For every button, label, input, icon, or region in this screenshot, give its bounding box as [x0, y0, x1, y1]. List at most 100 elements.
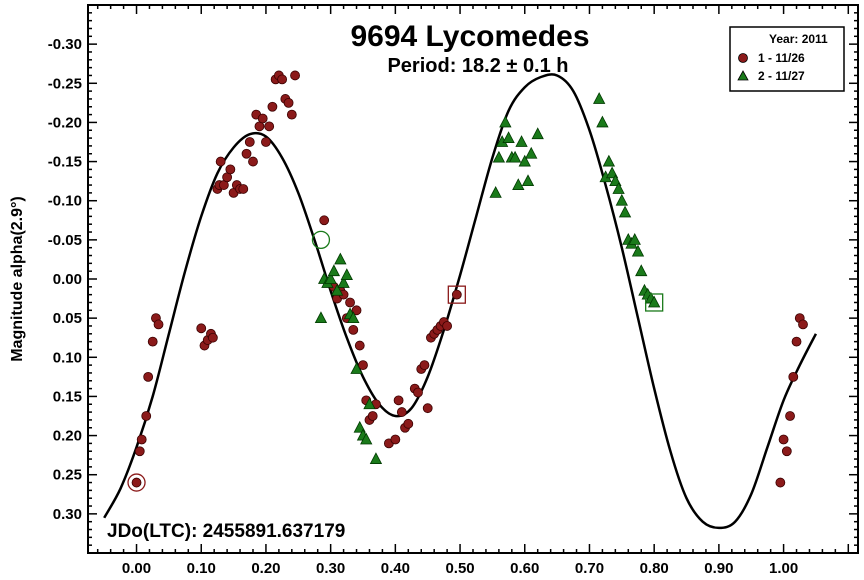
data-point-circle [131, 477, 142, 488]
data-point-triangle [531, 127, 544, 140]
data-point-circle [143, 371, 154, 382]
data-point-circle [358, 360, 368, 371]
y-tick-label: 0.10 [53, 349, 82, 366]
data-point-circle [196, 323, 207, 334]
axis-ticks [88, 4, 858, 554]
data-point-triangle [350, 362, 363, 374]
legend-marker-circle [738, 53, 748, 63]
data-point-circle [261, 137, 271, 147]
epoch-annotation: JDo(LTC): 2455891.637179 [107, 521, 345, 542]
x-tick-label: 0.80 [640, 560, 669, 577]
highlight-circle [311, 230, 331, 250]
data-point-triangle [327, 264, 341, 277]
legend-title: Year: 2011 [769, 32, 828, 46]
data-point-circle [413, 387, 423, 398]
data-point-circle [348, 324, 359, 335]
y-tick-label: 0.15 [53, 388, 82, 405]
y-tick-label: 0.05 [53, 310, 82, 327]
data-point-circle [367, 411, 378, 421]
data-point-triangle [612, 182, 625, 194]
data-point-triangle [337, 276, 350, 288]
highlight-square [645, 293, 664, 312]
data-point-triangle [618, 205, 632, 218]
data-point-circle [267, 101, 278, 112]
x-tick-label: 0.10 [187, 560, 216, 577]
data-point-circle [442, 321, 453, 331]
data-point-triangle [502, 131, 515, 143]
data-point-circle [277, 74, 288, 85]
highlighted-points [127, 230, 664, 492]
data-point-triangle [492, 150, 506, 163]
data-point-triangle [593, 92, 606, 104]
data-point-triangle [615, 193, 628, 206]
data-point-triangle [360, 432, 373, 445]
data-point-circle [778, 434, 789, 445]
x-tick-label: 0.20 [251, 560, 280, 577]
y-tick-label: 0.30 [53, 506, 82, 523]
chart-subtitle: Period: 18.2 ± 0.1 h [387, 55, 568, 77]
y-tick-label: -0.10 [48, 193, 82, 210]
data-point-circle [290, 70, 300, 81]
x-tick-label: 0.30 [316, 560, 345, 577]
x-tick-label: 0.50 [445, 560, 474, 577]
data-point-triangle [631, 244, 645, 257]
data-point-triangle [605, 166, 619, 179]
x-tick-label: 0.70 [575, 560, 604, 577]
data-point-triangle [609, 174, 622, 187]
data-point-circle [283, 97, 294, 108]
data-point-triangle [515, 135, 528, 147]
data-point-triangle [499, 115, 512, 128]
data-point-circle [798, 319, 808, 330]
legend-marker-triangle [737, 70, 749, 81]
data-point-triangle [648, 295, 661, 308]
data-point-circle [354, 340, 365, 351]
chart-title: 9694 Lycomedes [350, 20, 589, 53]
highlight-circle [127, 473, 146, 492]
y-tick-label: -0.05 [48, 232, 82, 249]
x-tick-label: 0.40 [381, 560, 410, 577]
x-tick-label: 0.90 [704, 560, 733, 577]
y-tick-label: -0.20 [48, 114, 82, 131]
data-point-circle [241, 148, 252, 159]
data-point-circle [264, 121, 275, 132]
y-tick-label: 0.25 [53, 467, 82, 484]
y-tick-label: -0.15 [48, 154, 82, 171]
y-tick-label: -0.25 [48, 75, 82, 92]
legend-box [729, 26, 845, 92]
data-point-triangle [340, 268, 353, 280]
data-point-circle [286, 109, 297, 120]
data-point-triangle [628, 232, 641, 245]
data-point-triangle [363, 397, 376, 410]
data-point-circle [207, 332, 218, 343]
data-point-circle [781, 446, 792, 457]
data-point-circle [396, 407, 407, 417]
data-point-triangle [330, 283, 344, 296]
data-point-triangle [324, 272, 337, 284]
data-point-circle [403, 418, 414, 429]
data-point-triangle [489, 186, 502, 198]
data-point-circle [390, 434, 401, 445]
legend: Year: 2011 1 - 11/26 2 - 11/27 [729, 26, 845, 92]
data-point-circle [351, 305, 362, 316]
data-point-circle [257, 113, 268, 124]
data-point-circle [419, 360, 430, 371]
data-point-circle [785, 411, 795, 421]
x-tick-labels: 0.00 0.10 0.20 0.30 0.40 0.50 0.60 0.70 0.80 0.90… [122, 560, 798, 577]
x-tick-label: 1.00 [769, 560, 798, 577]
data-point-triangle [525, 146, 538, 159]
fit-curve [103, 73, 818, 530]
data-point-circle [215, 156, 226, 167]
plot-frame [87, 4, 859, 554]
data-point-circle [775, 477, 786, 488]
data-point-circle [451, 289, 462, 300]
y-tick-label: 0.20 [53, 428, 82, 445]
data-point-triangle [508, 150, 522, 163]
data-point-circle [147, 336, 158, 347]
data-point-triangle [602, 154, 616, 167]
data-points [131, 70, 808, 488]
data-point-triangle [596, 115, 609, 128]
data-point-triangle [314, 311, 328, 324]
y-tick-labels: -0.30 -0.25 -0.20 -0.15 -0.10 -0.05 0.00 0.05 0.… [48, 36, 82, 523]
data-point-circle [393, 395, 404, 406]
